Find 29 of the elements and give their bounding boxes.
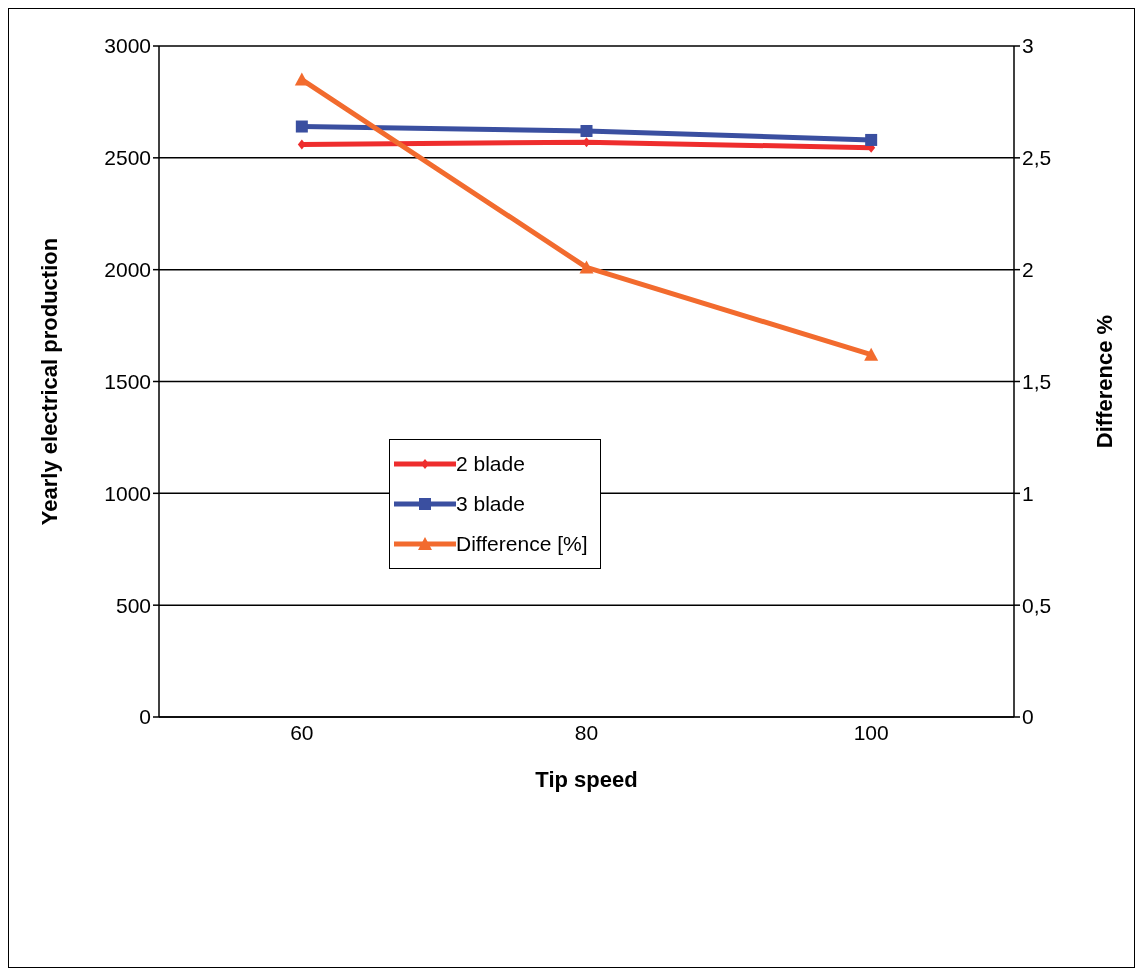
y2-tick-label: 0 — [1022, 705, 1034, 729]
y2-tick-label: 1 — [1022, 481, 1034, 505]
x-tick-label: 60 — [290, 720, 314, 744]
x-axis-title: Tip speed — [535, 767, 638, 792]
point — [579, 260, 594, 274]
point — [865, 133, 878, 146]
y2-tick-label: 2,5 — [1022, 146, 1052, 170]
y-tick-label: 0 — [139, 705, 151, 729]
y-tick-label: 500 — [115, 593, 151, 617]
point — [295, 120, 308, 133]
y-tick-label: 1000 — [104, 481, 151, 505]
y2-tick-label: 2 — [1022, 258, 1034, 282]
point — [294, 72, 309, 86]
y2-tick-label: 1,5 — [1022, 369, 1052, 393]
y-tick-label: 1500 — [104, 369, 151, 393]
x-tick-label: 100 — [853, 720, 889, 744]
point — [580, 124, 593, 137]
legend-label: Difference [%] — [456, 532, 588, 556]
y2-axis-title: Difference % — [1091, 314, 1117, 449]
y2-tick-label: 3 — [1022, 34, 1034, 58]
y-tick-label: 3000 — [104, 34, 151, 58]
x-tick-label: 80 — [574, 720, 599, 744]
legend-label: 3 blade — [456, 492, 525, 516]
y-tick-label: 2500 — [104, 146, 151, 170]
point — [864, 347, 879, 361]
y-tick-label: 2000 — [104, 258, 151, 282]
y-axis-title: Yearly electrical production — [36, 237, 62, 526]
y2-tick-label: 0,5 — [1022, 593, 1052, 617]
legend-label: 2 blade — [456, 452, 525, 476]
